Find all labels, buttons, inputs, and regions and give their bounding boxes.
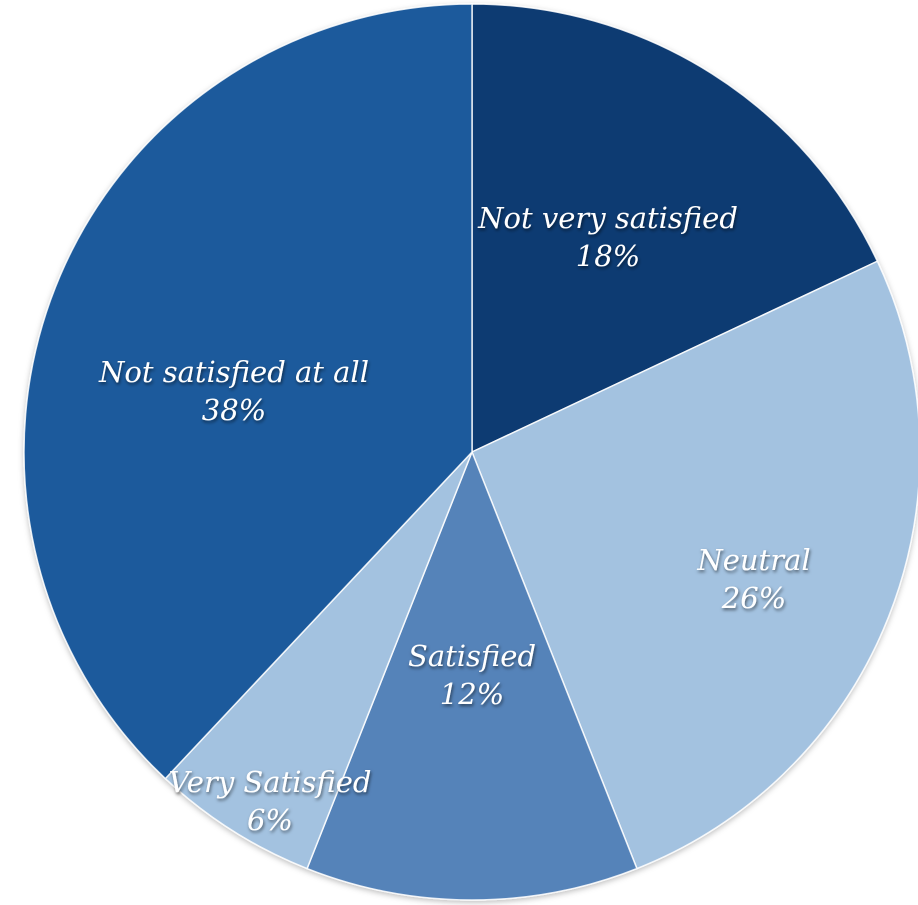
slice-label: Neutral [696,543,810,577]
pie-slice-not-satisfied-at-all [23,3,473,780]
slice-value-label: 38% [202,393,266,427]
pie-labels: Not very satisfied 18% Neutral 26% Satisfied… [98,201,811,837]
slice-value-label: 6% [247,803,293,837]
slice-label: Not satisfied at all [98,355,369,389]
slice-label: Satisfied [408,639,536,673]
slice-value-label: 12% [440,677,504,711]
pie-slice-not-very-satisfied [471,3,879,454]
pie-slice-neutral [471,260,918,870]
slice-value-label: 18% [576,239,640,273]
slice-label: Not very satisfied [477,201,738,235]
slice-label: Very Satisfied [169,765,372,799]
pie-slice-satisfied [306,449,638,901]
pie-slice-very-satisfied [164,451,473,870]
slice-value-label: 26% [721,581,786,615]
pie-slices [23,3,918,901]
